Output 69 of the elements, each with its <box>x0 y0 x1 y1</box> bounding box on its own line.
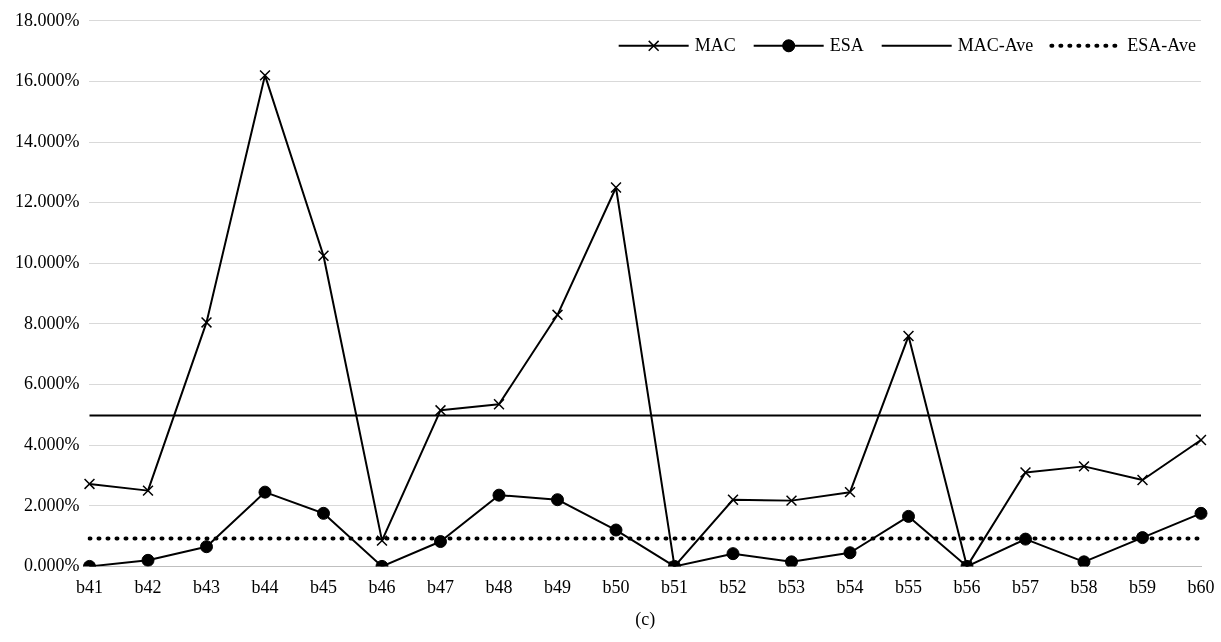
x-tick-label: b53 <box>778 576 805 597</box>
point <box>844 486 856 498</box>
x-tick-label: b41 <box>75 576 103 597</box>
point <box>843 546 857 560</box>
legend-label: ESA <box>829 34 864 55</box>
legend-label: ESA-Ave <box>1127 34 1197 55</box>
x-tick-label: b50 <box>602 576 630 597</box>
y-tick-label: 8.000% <box>23 312 80 333</box>
point <box>141 553 155 567</box>
legend-label: MAC <box>694 34 736 55</box>
x-tick-label: b45 <box>310 576 337 597</box>
point <box>317 506 330 520</box>
y-tick-label: 10.000% <box>14 252 80 273</box>
x-tick-label: b59 <box>1129 576 1156 597</box>
text: (c) <box>635 608 656 630</box>
x-tick-label: b48 <box>485 576 513 597</box>
point <box>492 488 506 502</box>
y-tick-label: 0.000% <box>23 555 80 576</box>
point <box>1019 466 1032 479</box>
point <box>259 69 271 82</box>
point <box>785 555 798 567</box>
point <box>1019 532 1032 546</box>
x-tick-label: b58 <box>1070 576 1098 597</box>
point <box>376 534 388 547</box>
y-tick-label: 18.000% <box>14 9 80 30</box>
point <box>902 509 915 523</box>
x-tick-label: b47 <box>427 576 454 597</box>
point <box>1194 506 1208 520</box>
point <box>434 535 447 549</box>
x-tick-label: b46 <box>368 576 396 597</box>
x-tick-label: b55 <box>895 576 922 597</box>
point <box>1136 531 1149 545</box>
point <box>785 494 798 507</box>
point <box>200 540 213 554</box>
point <box>609 523 623 537</box>
y-tick-label: 12.000% <box>14 191 80 212</box>
point <box>726 547 740 561</box>
point <box>317 250 330 262</box>
point <box>551 309 564 321</box>
x-tick-label: b56 <box>953 576 981 597</box>
y-tick-label: 6.000% <box>23 373 80 394</box>
x-tick-label: b43 <box>192 576 220 597</box>
point <box>551 493 564 507</box>
x-tick-label: b49 <box>544 576 571 597</box>
point <box>902 330 915 342</box>
point <box>434 404 447 416</box>
x-tick-label: b54 <box>836 576 864 597</box>
x-tick-label: b42 <box>134 576 162 597</box>
x-tick-label: b51 <box>661 576 688 597</box>
point <box>258 485 272 499</box>
point <box>142 484 154 497</box>
point <box>610 181 622 194</box>
y-tick-label: 2.000% <box>23 494 80 515</box>
point <box>83 478 96 490</box>
x-tick-label: b57 <box>1012 576 1039 597</box>
x-tick-label: b44 <box>251 576 279 597</box>
y-tick-label: 4.000% <box>23 433 80 454</box>
point <box>1077 555 1091 567</box>
x-tick-label: b52 <box>719 576 747 597</box>
point <box>727 494 739 506</box>
y-tick-label: 16.000% <box>14 70 80 91</box>
point <box>1195 434 1207 446</box>
point <box>493 398 505 410</box>
point <box>1078 460 1090 473</box>
point <box>200 316 213 329</box>
x-tick-label: b60 <box>1187 576 1215 597</box>
y-tick-label: 14.000% <box>14 130 80 151</box>
legend-label: MAC-Ave <box>957 34 1034 55</box>
point <box>1136 474 1149 486</box>
